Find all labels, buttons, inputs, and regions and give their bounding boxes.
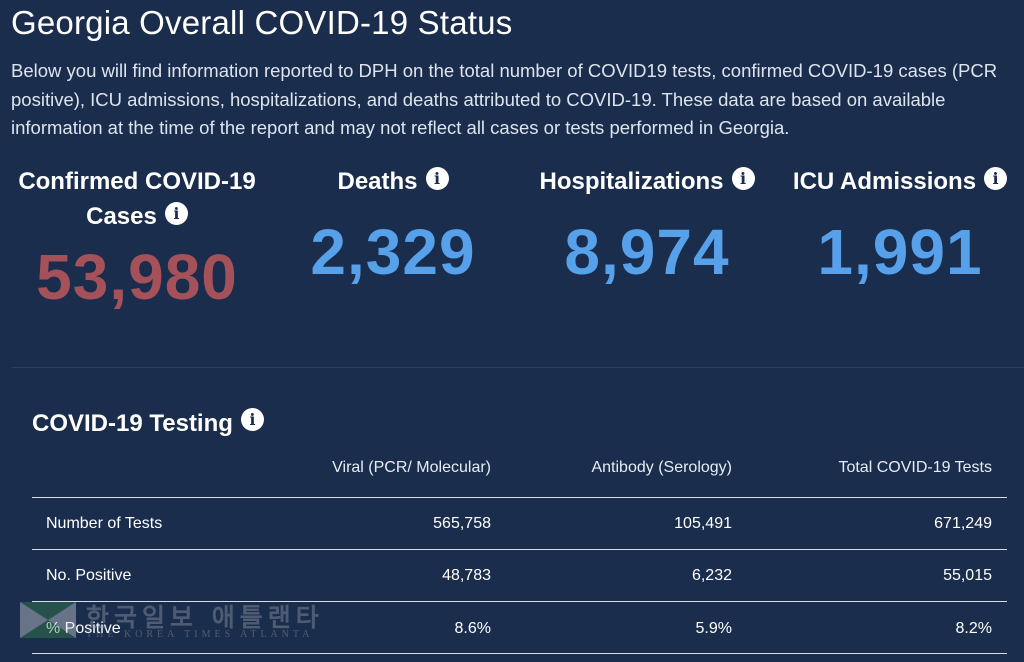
stat-label-cases: Confirmed COVID-19 Cases i	[6, 164, 268, 234]
stat-label-cases-text: Confirmed COVID-19 Cases	[18, 168, 256, 230]
stat-value-icu: 1,991	[817, 216, 983, 288]
cell-tests-total: 671,249	[934, 515, 992, 532]
row-label-no-positive: No. Positive	[46, 567, 132, 584]
stat-hospitalizations: Hospitalizations i 8,974	[518, 164, 776, 287]
info-icon[interactable]: i	[425, 167, 449, 190]
table-header-rule	[32, 497, 1007, 498]
column-header-total: Total COVID-19 Tests	[838, 459, 992, 476]
cell-positive-antibody: 6,232	[691, 567, 732, 584]
page-title: Georgia Overall COVID-19 Status	[11, 4, 513, 41]
cell-positive-viral: 48,783	[442, 567, 491, 584]
column-header-antibody: Antibody (Serology)	[591, 459, 732, 476]
stat-label-deaths-text: Deaths	[337, 168, 418, 195]
intro-paragraph: Below you will find information reported…	[11, 60, 998, 138]
stat-label-icu-text: ICU Admissions	[792, 168, 977, 195]
info-icon[interactable]: i	[731, 167, 755, 190]
watermark-logo-icon	[20, 602, 76, 638]
info-icon[interactable]: i	[984, 167, 1008, 190]
testing-title-text: COVID-19 Testing	[32, 410, 233, 437]
cell-pct-total: 8.2%	[955, 620, 992, 637]
stat-value-hospitalizations: 8,974	[564, 216, 730, 288]
stat-confirmed-cases: Confirmed COVID-19 Cases i 53,980	[6, 164, 268, 312]
cell-tests-antibody: 105,491	[674, 515, 732, 532]
stat-label-deaths: Deaths i	[268, 164, 518, 199]
cell-tests-viral: 565,758	[433, 515, 491, 532]
table-row-rule	[32, 601, 1007, 602]
stat-value-deaths: 2,329	[310, 216, 476, 288]
column-header-viral: Viral (PCR/ Molecular)	[332, 459, 491, 476]
row-label-percent-positive: % Positive	[46, 620, 121, 637]
section-divider	[12, 367, 1024, 368]
watermark-english-text: THE KOREA TIMES ATLANTA	[86, 629, 314, 640]
stat-icu-admissions: ICU Admissions i 1,991	[776, 164, 1024, 287]
stat-deaths: Deaths i 2,329	[268, 164, 518, 287]
cell-positive-total: 55,015	[943, 567, 992, 584]
stat-value-cases: 53,980	[36, 241, 238, 313]
watermark-korean-text: 한국일보 애틀랜타	[86, 603, 324, 632]
cell-pct-viral: 8.6%	[454, 620, 491, 637]
cell-pct-antibody: 5.9%	[695, 620, 732, 637]
testing-section-title: COVID-19 Testing i	[32, 406, 264, 442]
info-icon[interactable]: i	[164, 202, 188, 225]
table-row-rule	[32, 549, 1007, 550]
row-label-number-of-tests: Number of Tests	[46, 515, 163, 532]
stat-label-hospitalizations-text: Hospitalizations	[539, 168, 724, 195]
stat-label-hospitalizations: Hospitalizations i	[518, 164, 776, 199]
stat-label-icu: ICU Admissions i	[776, 164, 1024, 199]
table-row-rule	[32, 653, 1007, 654]
korea-times-watermark: 한국일보 애틀랜타 THE KOREA TIMES ATLANTA	[20, 602, 330, 644]
info-icon[interactable]: i	[240, 408, 264, 431]
